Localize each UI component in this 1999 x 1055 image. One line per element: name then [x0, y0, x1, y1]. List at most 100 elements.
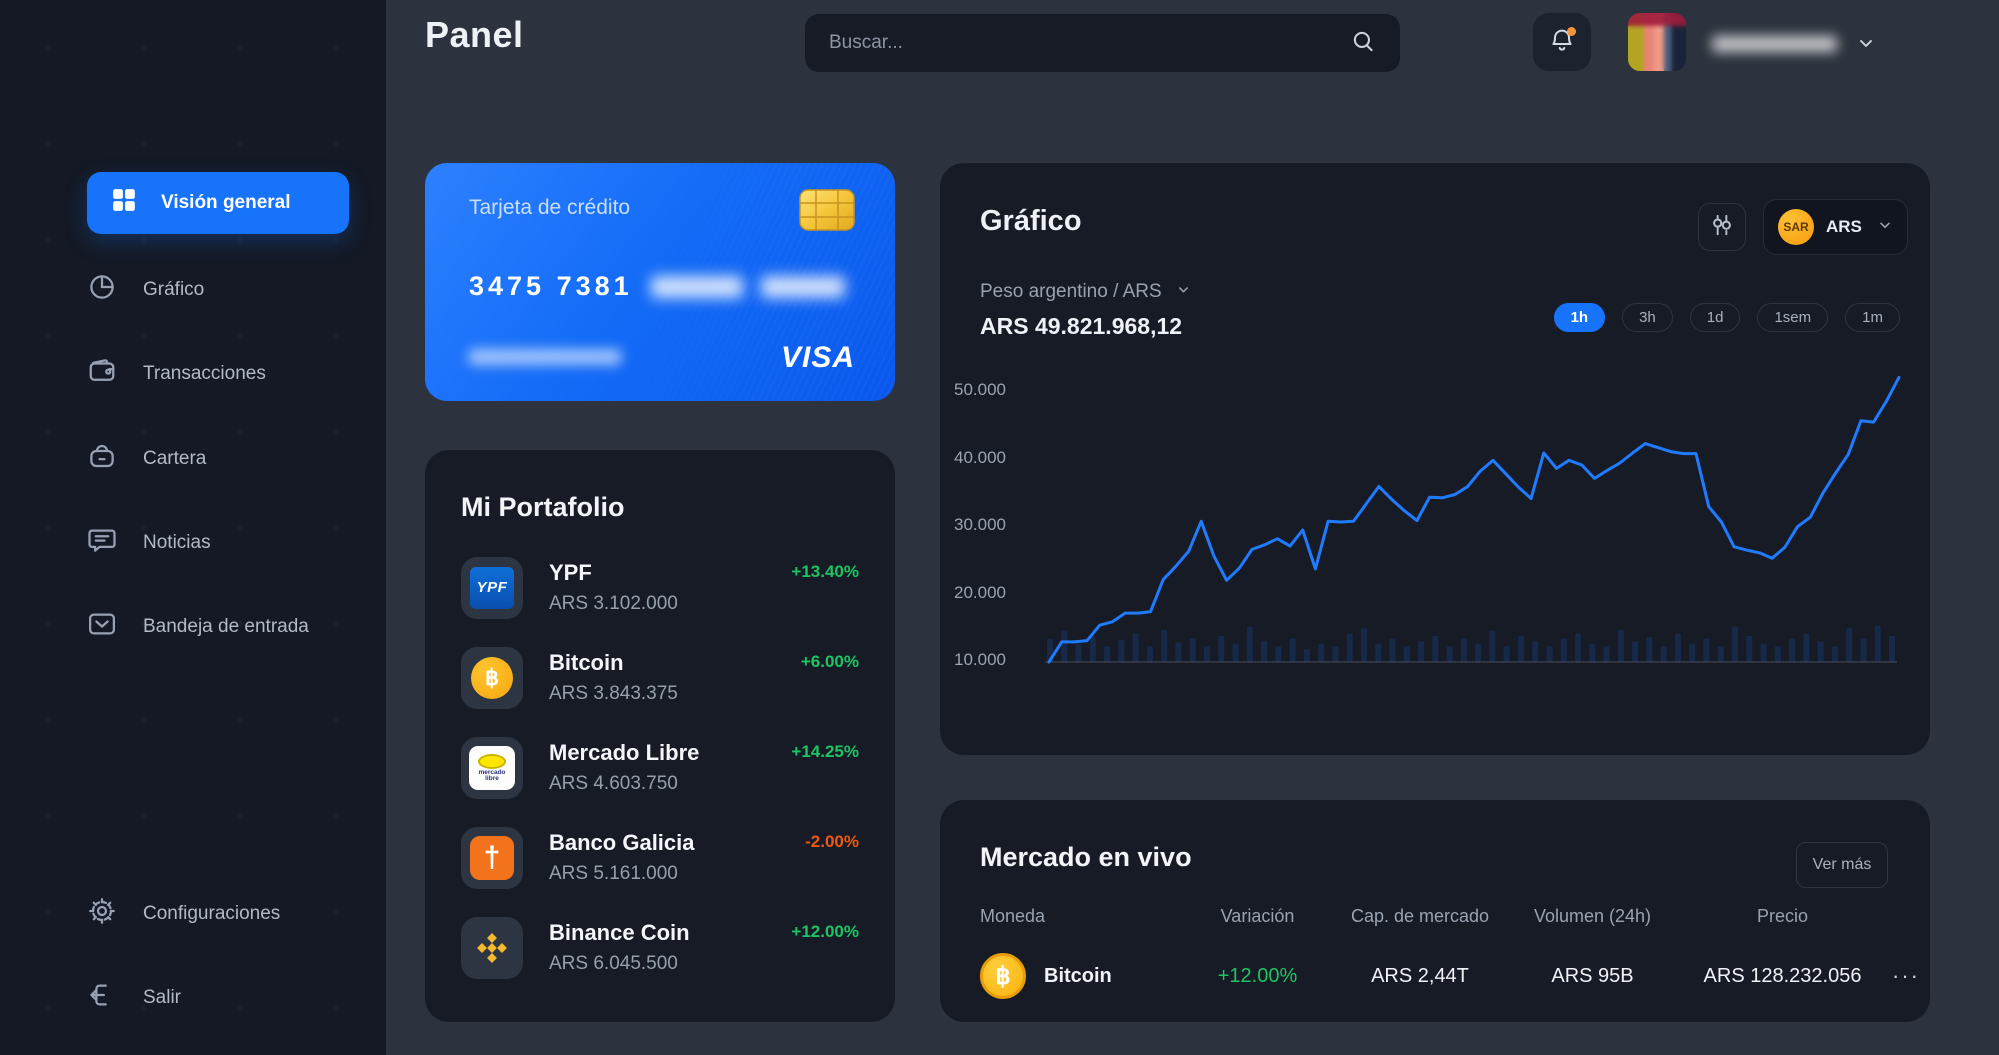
portfolio-row-binance[interactable]: Binance Coin ARS 6.045.500 +12.00%	[461, 916, 859, 979]
coin-volume: ARS 95B	[1551, 964, 1634, 987]
currency-selector[interactable]: SAR ARS	[1763, 199, 1908, 255]
mercado-libre-logo: mercado libre	[461, 736, 523, 799]
sidebar-item-label: Configuraciones	[143, 903, 281, 924]
coin-price: ARS 128.232.056	[1703, 964, 1862, 987]
sidebar-item-transacciones[interactable]: Transacciones	[87, 346, 357, 402]
asset-value: ARS 3.102.000	[549, 593, 678, 614]
banco-galicia-logo: †	[461, 826, 523, 889]
user-name-blurred	[1712, 36, 1837, 52]
inbox-icon	[87, 609, 117, 645]
chart-type-button[interactable]	[1698, 203, 1746, 251]
chat-icon	[87, 525, 117, 561]
sidebar-item-label: Visión general	[161, 192, 291, 213]
range-1sem[interactable]: 1sem	[1757, 303, 1829, 332]
bitcoin-coin: ฿	[461, 646, 523, 709]
sidebar-item-grafico[interactable]: Gráfico	[87, 262, 357, 318]
sidebar-item-bandeja[interactable]: Bandeja de entrada	[87, 599, 357, 655]
sidebar: Visión general Gráfico Transacciones Car…	[0, 0, 386, 1055]
asset-value: ARS 5.161.000	[549, 863, 678, 884]
pair-label: Peso argentino / ARS	[980, 281, 1162, 302]
portfolio-row-mercado-libre[interactable]: mercado libre Mercado Libre ARS 4.603.750…	[461, 736, 859, 799]
see-more-button[interactable]: Ver más	[1796, 842, 1888, 888]
col-moneda: Moneda	[980, 906, 1046, 926]
binance-logo	[461, 916, 523, 979]
asset-change: +14.25%	[791, 742, 859, 761]
price-line-chart[interactable]	[1045, 370, 1905, 700]
logout-icon	[87, 980, 117, 1016]
notifications-button[interactable]	[1533, 13, 1591, 71]
range-3h[interactable]: 3h	[1622, 303, 1673, 332]
col-volumen: Volumen (24h)	[1533, 906, 1652, 926]
bitcoin-coin: ฿	[980, 953, 1026, 999]
range-1d[interactable]: 1d	[1689, 303, 1741, 332]
sidebar-item-label: Gráfico	[143, 279, 205, 300]
asset-value: ARS 3.843.375	[549, 683, 678, 704]
grid-icon	[111, 187, 137, 219]
market-table-header: Moneda Variación Cap. de mercado Volumen…	[980, 906, 1890, 927]
card-holder-blurred	[469, 349, 621, 365]
asset-name: Bitcoin	[549, 650, 624, 675]
y-tick-40000: 40.000	[954, 448, 1006, 467]
range-1m[interactable]: 1m	[1845, 303, 1900, 332]
coin-change: +12.00%	[1217, 964, 1298, 987]
search-icon[interactable]	[1350, 28, 1376, 59]
portfolio-list: YPF YPF ARS 3.102.000 +13.40% ฿ Bitcoin …	[461, 556, 859, 979]
sidebar-item-noticias[interactable]: Noticias	[87, 515, 357, 571]
chart-title: Gráfico	[980, 205, 1082, 237]
pair-selector[interactable]: Peso argentino / ARS	[980, 281, 1191, 303]
y-tick-50000: 50.000	[954, 380, 1006, 399]
card-number-blurred-1	[650, 275, 743, 298]
sidebar-item-salir[interactable]: Salir	[87, 970, 357, 1026]
market-table-row-bitcoin[interactable]: ฿ Bitcoin +12.00% ARS 2,44T ARS 95B ARS …	[980, 948, 1918, 1004]
wallet-icon	[87, 356, 117, 392]
col-variacion: Variación	[1220, 906, 1295, 926]
y-tick-10000: 10.000	[954, 650, 1006, 669]
portfolio-card: Mi Portafolio YPF YPF ARS 3.102.000 +13.…	[425, 450, 895, 1022]
user-avatar[interactable]	[1628, 13, 1686, 71]
y-tick-20000: 20.000	[954, 583, 1006, 602]
chevron-down-icon	[1176, 281, 1191, 303]
pie-chart-icon	[87, 272, 117, 308]
chart-card: Gráfico SAR ARS Peso argentino / ARS ARS…	[940, 163, 1930, 755]
page-title: Panel	[425, 14, 524, 55]
market-title: Mercado en vivo	[980, 842, 1192, 872]
live-market-card: Mercado en vivo Ver más Moneda Variación…	[940, 800, 1930, 1022]
asset-change: +12.00%	[791, 922, 859, 941]
credit-card[interactable]: Tarjeta de crédito 3475 7381 VISA	[425, 163, 895, 401]
range-1h[interactable]: 1h	[1553, 303, 1606, 332]
chart-current-price: ARS 49.821.968,12	[980, 313, 1183, 339]
asset-name: Banco Galicia	[549, 830, 695, 855]
card-number: 3475 7381	[469, 271, 845, 302]
coin-name: Bitcoin	[1044, 964, 1112, 987]
chevron-down-icon[interactable]	[1856, 33, 1876, 58]
col-cap: Cap. de mercado	[1350, 906, 1490, 926]
sidebar-item-label: Transacciones	[143, 363, 266, 384]
asset-name: YPF	[549, 560, 592, 585]
time-range-selector: 1h 3h 1d 1sem 1m	[1553, 303, 1900, 332]
credit-card-label: Tarjeta de crédito	[469, 196, 631, 219]
y-tick-30000: 30.000	[954, 515, 1006, 534]
sidebar-item-label: Noticias	[143, 532, 211, 553]
asset-name: Mercado Libre	[549, 740, 700, 765]
portfolio-row-bitcoin[interactable]: ฿ Bitcoin ARS 3.843.375 +6.00%	[461, 646, 859, 709]
asset-change: -2.00%	[805, 832, 859, 851]
sar-coin-icon: SAR	[1778, 209, 1814, 245]
sidebar-item-configuraciones[interactable]: Configuraciones	[87, 886, 357, 942]
sidebar-item-cartera[interactable]: Cartera	[87, 431, 357, 487]
search-input[interactable]	[829, 32, 1350, 54]
asset-change: +6.00%	[800, 652, 859, 671]
portfolio-title: Mi Portafolio	[461, 492, 625, 522]
sidebar-item-vision-general[interactable]: Visión general	[87, 172, 349, 234]
sidebar-item-label: Salir	[143, 987, 182, 1008]
portfolio-row-ypf[interactable]: YPF YPF ARS 3.102.000 +13.40%	[461, 556, 859, 619]
row-menu-dots[interactable]: ···	[1892, 963, 1920, 988]
card-chip-icon	[799, 189, 855, 236]
bag-icon	[87, 441, 117, 477]
card-number-visible: 3475 7381	[469, 271, 633, 301]
candlestick-icon	[1709, 212, 1735, 243]
sidebar-item-label: Bandeja de entrada	[143, 616, 309, 637]
asset-value: ARS 6.045.500	[549, 953, 678, 974]
visa-logo: VISA	[780, 341, 855, 374]
portfolio-row-banco-galicia[interactable]: † Banco Galicia ARS 5.161.000 -2.00%	[461, 826, 859, 889]
chevron-down-icon	[1877, 217, 1893, 238]
